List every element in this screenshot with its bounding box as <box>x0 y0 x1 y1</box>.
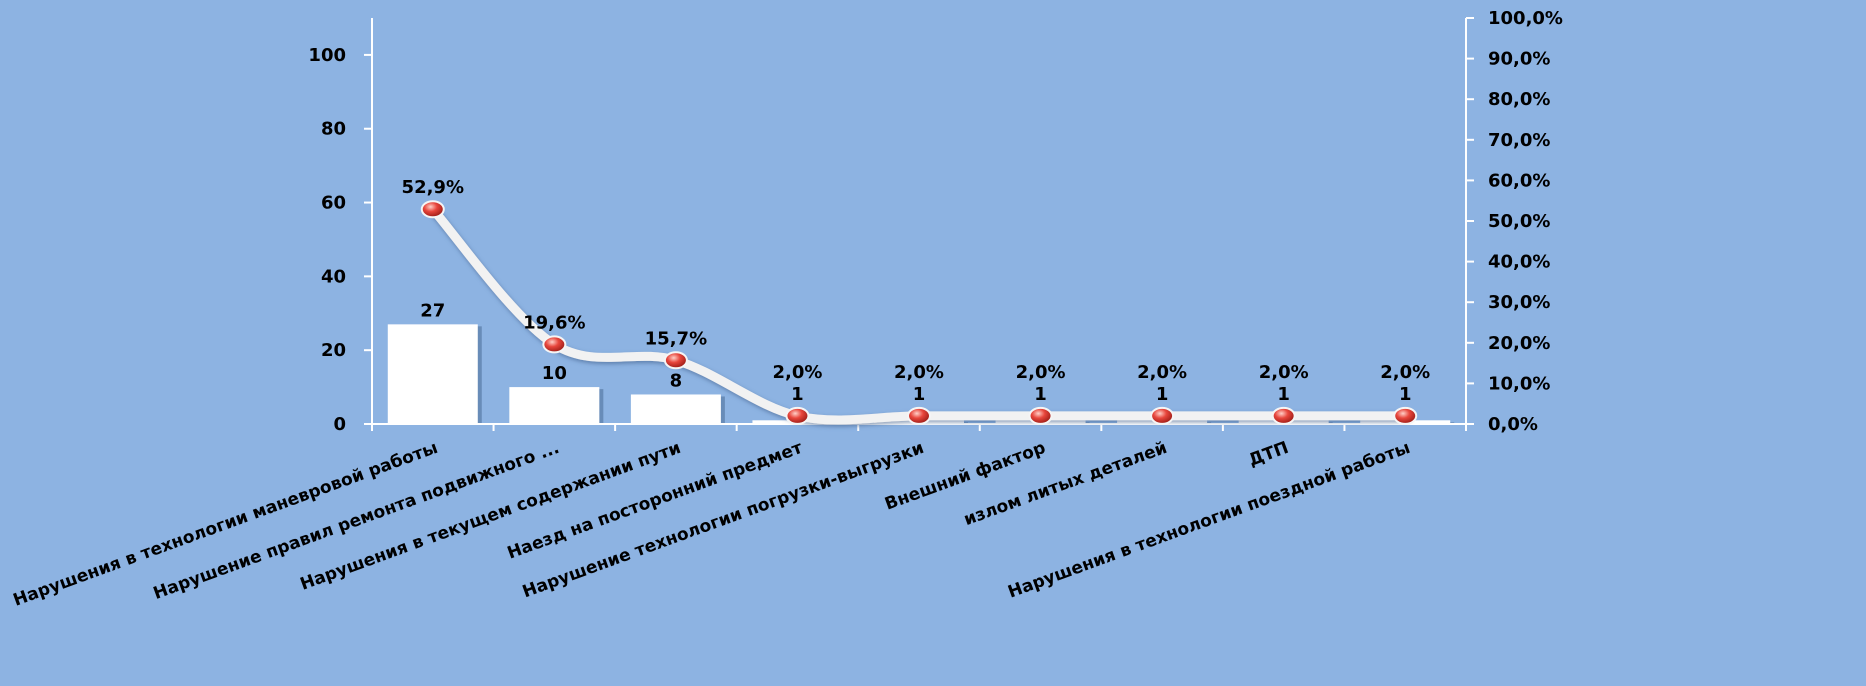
percent-label: 2,0% <box>1137 362 1187 383</box>
percent-label: 15,7% <box>645 328 707 349</box>
right-tick-label: 40,0% <box>1488 252 1550 273</box>
left-tick-label: 100 <box>308 45 346 66</box>
line-marker <box>1271 406 1296 425</box>
line-marker <box>542 335 567 354</box>
value-label: 1 <box>791 384 804 405</box>
bars-layer <box>387 324 1455 424</box>
right-tick-label: 50,0% <box>1488 211 1550 232</box>
percent-label: 52,9% <box>402 177 464 198</box>
right-tick-label: 0,0% <box>1488 414 1538 435</box>
value-label: 1 <box>1399 384 1412 405</box>
right-tick-label: 30,0% <box>1488 292 1550 313</box>
left-tick-label: 0 <box>333 414 346 435</box>
line-marker <box>1028 406 1053 425</box>
bar <box>509 387 600 424</box>
left-tick-label: 40 <box>321 266 346 287</box>
right-tick-label: 60,0% <box>1488 170 1550 191</box>
percent-label: 2,0% <box>772 362 822 383</box>
left-tick-label: 20 <box>321 340 346 361</box>
value-label: 8 <box>670 370 683 391</box>
value-label: 1 <box>913 384 926 405</box>
bar <box>630 394 721 424</box>
right-tick-label: 90,0% <box>1488 49 1550 70</box>
line-marker <box>420 200 445 219</box>
right-tick-label: 10,0% <box>1488 373 1550 394</box>
line-marker <box>663 351 688 370</box>
percent-label: 2,0% <box>894 362 944 383</box>
category-label: Нарушения в технологии поездной работы <box>1005 438 1413 603</box>
right-tick-label: 20,0% <box>1488 333 1550 354</box>
left-tick-label: 80 <box>321 119 346 140</box>
line-marker <box>785 406 810 425</box>
percent-label: 2,0% <box>1380 362 1430 383</box>
category-label: ДТП <box>1246 438 1291 471</box>
category-label: излом литых деталей <box>961 438 1170 530</box>
bar <box>387 324 478 424</box>
line-marker <box>1393 406 1418 425</box>
line-marker <box>1150 406 1175 425</box>
value-label: 1 <box>1277 384 1290 405</box>
percent-label: 2,0% <box>1016 362 1066 383</box>
line-marker <box>907 406 931 425</box>
right-tick-label: 100,0% <box>1488 8 1563 29</box>
right-tick-label: 80,0% <box>1488 89 1550 110</box>
value-label: 10 <box>542 363 567 384</box>
value-label: 1 <box>1034 384 1047 405</box>
percent-label: 19,6% <box>523 312 585 333</box>
left-tick-label: 60 <box>321 193 346 214</box>
right-tick-label: 70,0% <box>1488 130 1550 151</box>
percent-label: 2,0% <box>1259 362 1309 383</box>
value-label: 1 <box>1156 384 1169 405</box>
cumulative-line-layer <box>420 200 1418 425</box>
value-label: 27 <box>420 300 445 321</box>
